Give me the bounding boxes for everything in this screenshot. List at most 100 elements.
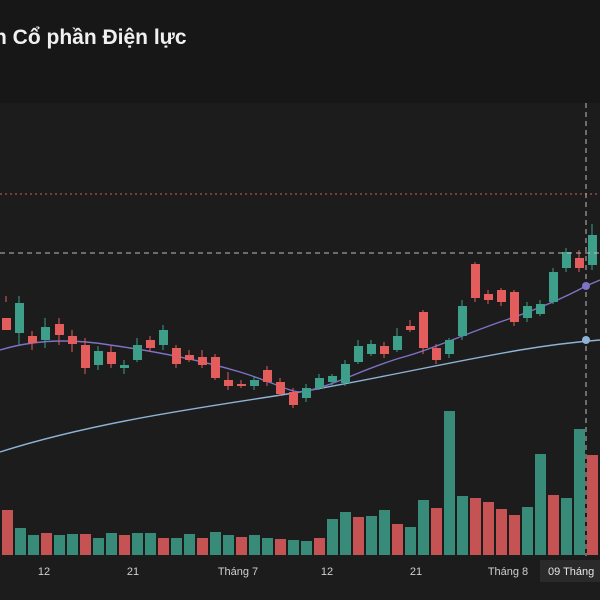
crosshair-date-box — [540, 560, 600, 582]
candle[interactable] — [406, 320, 415, 332]
candle[interactable] — [289, 388, 298, 408]
volume-bar — [210, 532, 221, 555]
candle-body — [328, 376, 337, 382]
candle-body — [549, 272, 558, 302]
candle[interactable] — [432, 344, 441, 364]
candle[interactable] — [367, 340, 376, 356]
volume-bar — [236, 537, 247, 555]
candle[interactable] — [315, 374, 324, 390]
candle-body — [211, 357, 220, 378]
candle[interactable] — [523, 302, 532, 322]
volume-bar — [223, 535, 234, 555]
candle[interactable] — [211, 354, 220, 380]
candle[interactable] — [263, 366, 272, 386]
volume-bar — [470, 498, 481, 555]
candle[interactable] — [250, 376, 259, 390]
candle-body — [575, 258, 584, 268]
candle-body — [198, 357, 207, 365]
candle[interactable] — [133, 338, 142, 362]
x-axis-tick-label: 12 — [38, 566, 50, 578]
candle[interactable] — [549, 268, 558, 304]
volume-bar — [574, 429, 585, 555]
candle-body — [497, 290, 506, 302]
candle[interactable] — [185, 350, 194, 362]
candle-body — [458, 306, 467, 336]
candle[interactable] — [224, 372, 233, 390]
candle[interactable] — [445, 338, 454, 358]
candle-body — [276, 382, 285, 394]
candle[interactable] — [2, 296, 11, 330]
candle[interactable] — [588, 224, 597, 270]
candle[interactable] — [393, 328, 402, 352]
candle[interactable] — [484, 290, 493, 304]
candle[interactable] — [55, 318, 64, 345]
candle-body — [2, 318, 11, 330]
candle[interactable] — [575, 250, 584, 272]
candle[interactable] — [354, 340, 363, 364]
candle-body — [94, 351, 103, 365]
ma-slow-marker — [582, 336, 590, 344]
candle[interactable] — [94, 346, 103, 370]
candle[interactable] — [146, 336, 155, 352]
volume-bar — [314, 538, 325, 555]
volume-bar — [2, 510, 13, 555]
candle-body — [367, 344, 376, 354]
volume-bar — [15, 528, 26, 555]
candle[interactable] — [458, 300, 467, 340]
x-axis-tick-label: Tháng 8 — [488, 566, 528, 578]
volume-bar — [197, 538, 208, 555]
candle[interactable] — [68, 330, 77, 352]
candle[interactable] — [497, 288, 506, 306]
volume-bar — [171, 538, 182, 555]
candle[interactable] — [237, 380, 246, 388]
candle[interactable] — [198, 350, 207, 368]
candle-body — [445, 340, 454, 354]
candle[interactable] — [107, 346, 116, 368]
candle-body — [224, 380, 233, 386]
candle-body — [354, 346, 363, 362]
candle-body — [562, 252, 571, 268]
volume-bar — [561, 498, 572, 555]
candle[interactable] — [172, 345, 181, 368]
candle[interactable] — [41, 318, 50, 348]
chart-header: h Cổ phần Điện lực — [0, 0, 600, 103]
volume-bar — [93, 538, 104, 555]
candle[interactable] — [328, 374, 337, 386]
candle[interactable] — [28, 331, 37, 350]
candle[interactable] — [471, 262, 480, 302]
candle[interactable] — [510, 290, 519, 326]
candle[interactable] — [536, 300, 545, 316]
candle[interactable] — [380, 342, 389, 358]
volume-bar — [548, 495, 559, 555]
ma-fast-marker — [582, 282, 590, 290]
volume-bar — [80, 534, 91, 555]
candle[interactable] — [562, 248, 571, 272]
candle-body — [315, 378, 324, 388]
candle[interactable] — [419, 310, 428, 354]
x-axis-tick-label: 21 — [127, 566, 139, 578]
volume-bar — [184, 534, 195, 555]
volume-bar — [275, 539, 286, 555]
candle-body — [289, 392, 298, 405]
volume-bar — [327, 519, 338, 555]
candle[interactable] — [81, 338, 90, 374]
candle-body — [146, 340, 155, 348]
volume-bar — [431, 508, 442, 555]
candle[interactable] — [276, 378, 285, 396]
candle-body — [41, 327, 50, 340]
volume-bar — [483, 502, 494, 555]
candle-body — [81, 345, 90, 368]
candle[interactable] — [341, 360, 350, 386]
volume-bar — [41, 533, 52, 555]
candle[interactable] — [159, 325, 168, 350]
page-title: h Cổ phần Điện lực — [0, 26, 187, 49]
candle[interactable] — [15, 296, 24, 345]
volume-bar — [145, 533, 156, 555]
volume-bar — [587, 455, 598, 555]
candle-body — [523, 306, 532, 318]
candle[interactable] — [302, 384, 311, 402]
candle-body — [393, 336, 402, 350]
candle[interactable] — [120, 360, 129, 374]
volume-bar — [67, 534, 78, 555]
